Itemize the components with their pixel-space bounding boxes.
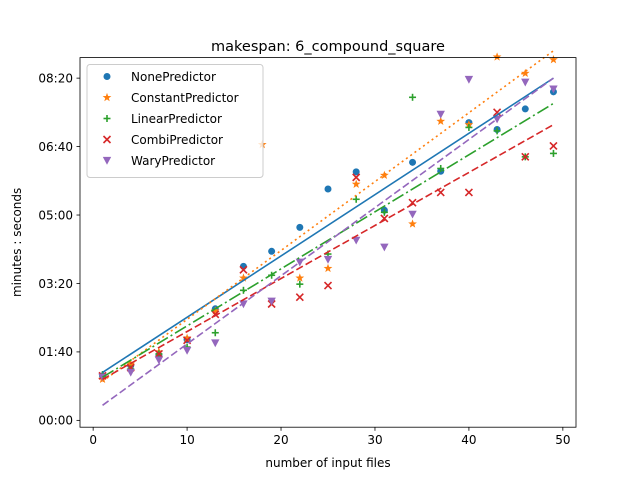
legend-marker bbox=[102, 135, 112, 144]
fit-line-NonePredictor bbox=[102, 77, 554, 374]
data-point bbox=[323, 255, 333, 264]
data-point bbox=[380, 208, 388, 216]
y-tick-label: 01:40 bbox=[38, 345, 73, 359]
data-point bbox=[437, 164, 445, 172]
fit-line-WaryPredictor bbox=[102, 77, 554, 406]
legend-label: CombiPredictor bbox=[131, 133, 223, 147]
y-tick-label: 06:40 bbox=[38, 140, 73, 154]
legend-label: LinearPredictor bbox=[131, 112, 222, 126]
data-point bbox=[436, 110, 445, 119]
plot-frame bbox=[79, 57, 577, 428]
y-tick-label: 00:00 bbox=[38, 414, 73, 428]
data-point bbox=[296, 280, 304, 288]
x-tick-label: 30 bbox=[367, 433, 382, 447]
legend-label: ConstantPredictor bbox=[131, 91, 239, 105]
data-point bbox=[493, 127, 501, 135]
x-tick-label: 10 bbox=[179, 433, 194, 447]
data-point bbox=[295, 293, 304, 302]
data-point bbox=[351, 179, 361, 188]
data-point bbox=[211, 310, 220, 319]
y-tick-label: 08:20 bbox=[38, 71, 73, 85]
data-point bbox=[492, 52, 502, 61]
data-point bbox=[154, 356, 164, 365]
data-point bbox=[296, 223, 304, 231]
data-point bbox=[239, 286, 247, 294]
x-tick-label: 20 bbox=[273, 433, 288, 447]
data-point bbox=[464, 75, 474, 84]
data-point bbox=[465, 123, 473, 131]
legend-marker bbox=[102, 92, 112, 102]
data-point bbox=[549, 141, 558, 150]
data-point bbox=[324, 185, 332, 193]
data-point bbox=[211, 339, 220, 348]
data-point bbox=[182, 333, 192, 342]
fit-line-CombiPredictor bbox=[102, 123, 554, 380]
x-axis-label: number of input files bbox=[265, 456, 390, 470]
data-point bbox=[409, 158, 417, 166]
series-CombiPredictor bbox=[98, 108, 558, 380]
data-point bbox=[520, 68, 530, 78]
legend-label: WaryPredictor bbox=[131, 154, 215, 168]
data-point bbox=[352, 173, 361, 182]
data-point bbox=[211, 329, 219, 337]
data-point bbox=[323, 281, 333, 290]
x-tick-label: 40 bbox=[461, 433, 476, 447]
data-point bbox=[521, 152, 530, 161]
chart-title: makespan: 6_compound_square bbox=[211, 39, 445, 55]
y-tick-label: 05:00 bbox=[38, 208, 73, 222]
data-point bbox=[464, 188, 473, 197]
data-point bbox=[380, 243, 389, 252]
plot-area bbox=[98, 50, 558, 406]
data-point bbox=[239, 265, 248, 274]
data-point bbox=[154, 349, 163, 359]
data-point bbox=[323, 263, 333, 273]
data-point bbox=[549, 85, 558, 94]
data-point bbox=[549, 55, 558, 64]
legend-box bbox=[86, 64, 264, 178]
data-point bbox=[295, 273, 305, 282]
y-axis-label: minutes : seconds bbox=[10, 188, 24, 297]
x-tick-label: 0 bbox=[89, 433, 97, 447]
data-point bbox=[521, 78, 530, 87]
data-point bbox=[268, 247, 276, 255]
x-axis: 0 10 20 30 40 50 bbox=[89, 427, 570, 447]
data-point bbox=[408, 210, 417, 219]
data-point bbox=[521, 105, 529, 113]
data-point bbox=[126, 368, 135, 377]
fit-line-LinearPredictor bbox=[102, 102, 554, 378]
data-point bbox=[352, 195, 360, 203]
legend: NonePredictor ConstantPredictor LinearPred… bbox=[86, 64, 264, 178]
data-point bbox=[352, 168, 360, 176]
x-tick-label: 50 bbox=[555, 433, 570, 447]
y-axis: 00:00 01:40 03:20 05:00 06:40 08:20 bbox=[38, 71, 80, 428]
legend-marker bbox=[103, 115, 111, 122]
y-tick-label: 03:20 bbox=[38, 277, 73, 291]
data-point bbox=[351, 236, 361, 245]
data-point bbox=[408, 219, 417, 228]
data-point bbox=[267, 297, 276, 306]
data-point bbox=[409, 93, 417, 101]
data-point bbox=[379, 170, 389, 180]
legend-marker bbox=[103, 73, 111, 80]
legend-marker bbox=[102, 156, 112, 165]
data-point bbox=[210, 306, 220, 315]
legend-label: NonePredictor bbox=[131, 70, 216, 84]
data-point bbox=[549, 149, 557, 157]
data-point bbox=[182, 346, 192, 355]
data-point bbox=[493, 108, 502, 117]
data-point bbox=[436, 116, 446, 125]
